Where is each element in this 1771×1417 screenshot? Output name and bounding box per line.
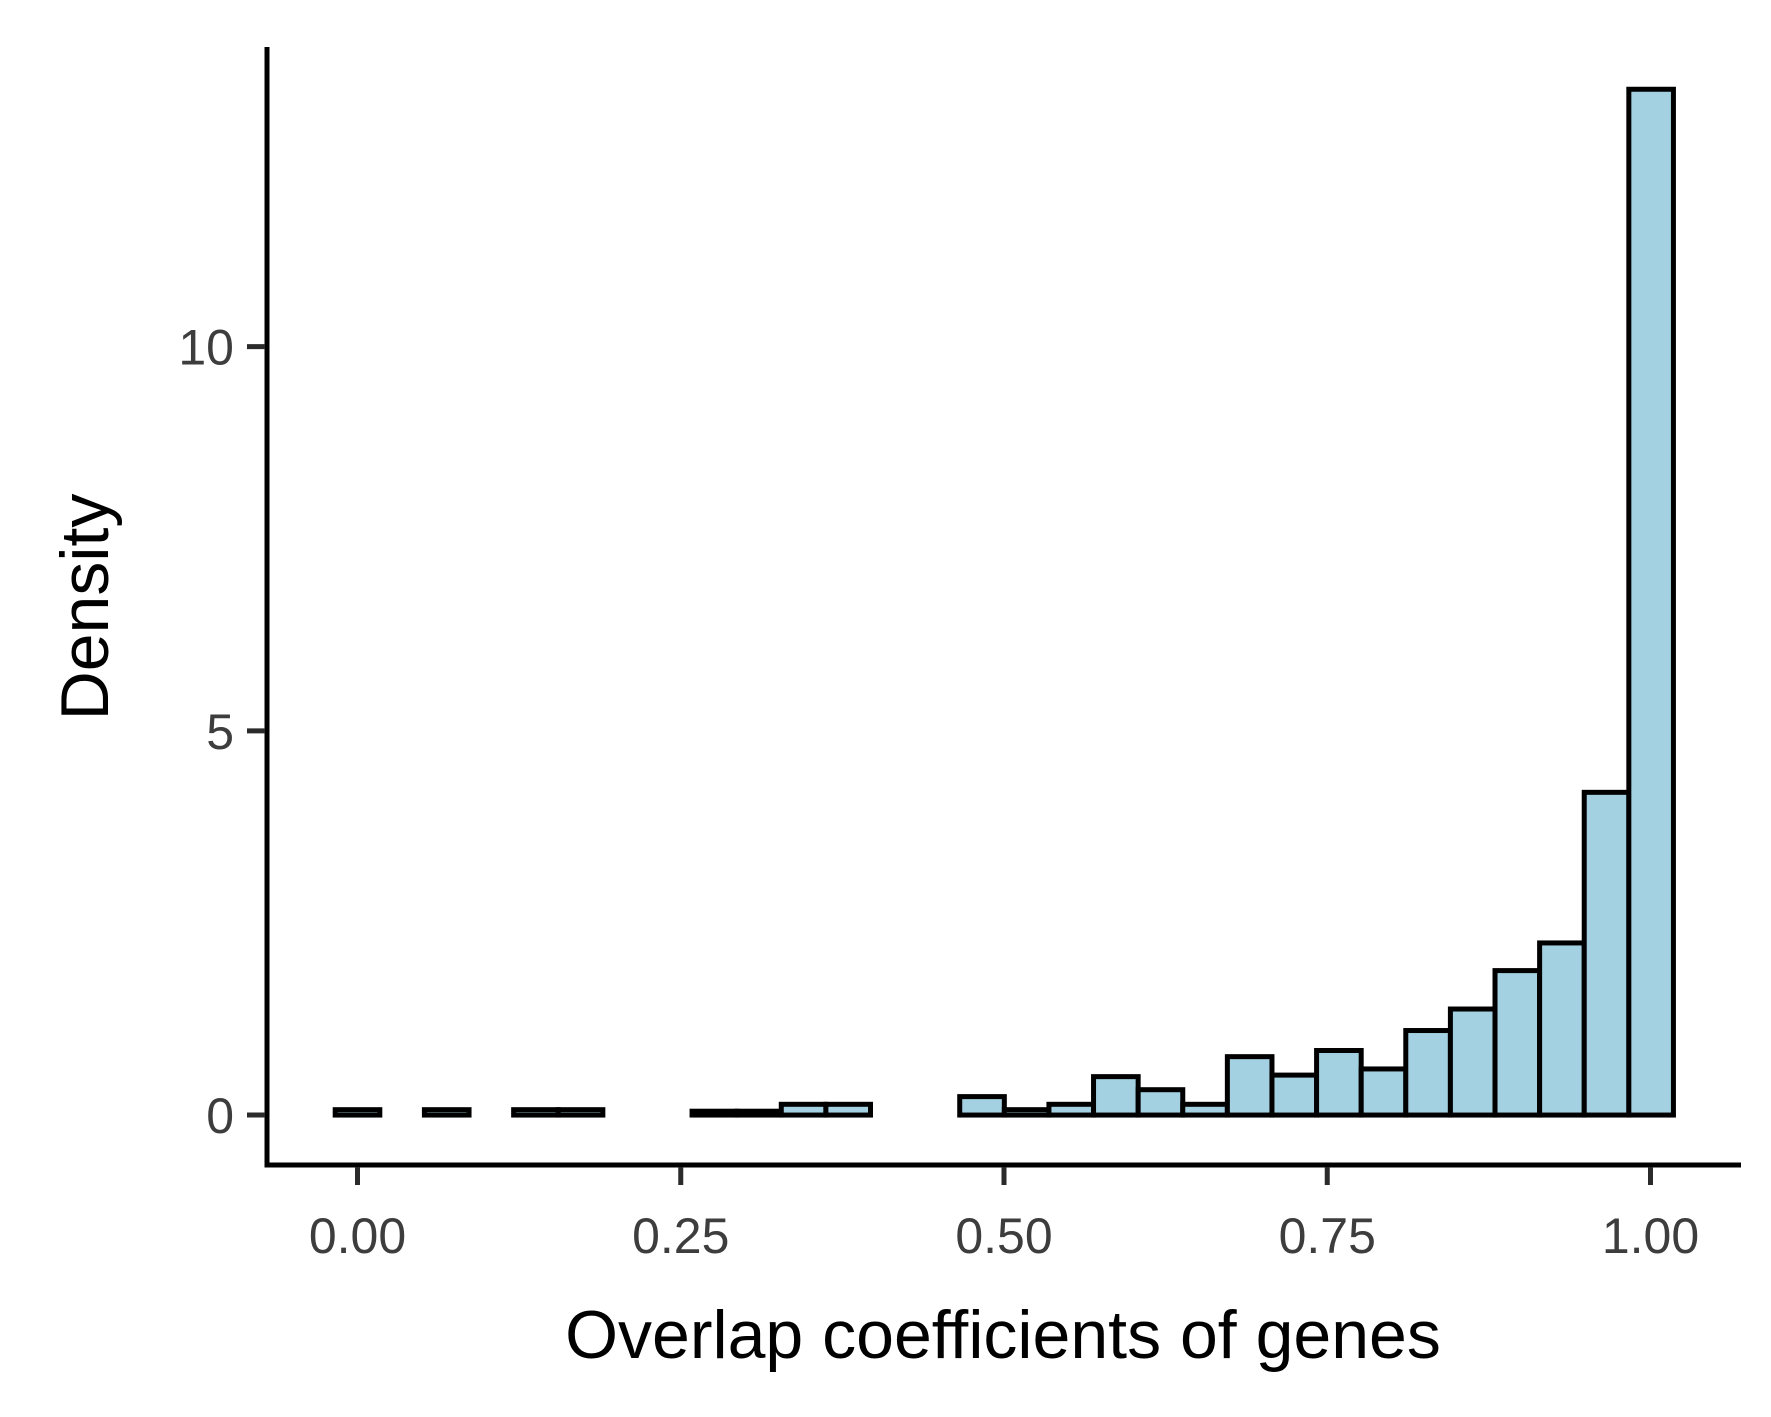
- y-tick-label: 5: [206, 704, 234, 760]
- histogram-bar: [1447, 1006, 1498, 1118]
- histogram-bar: [555, 1107, 606, 1118]
- histogram-bar: [689, 1108, 740, 1118]
- histogram-bar: [1269, 1072, 1320, 1118]
- histogram-bar: [511, 1107, 561, 1118]
- y-tick-label: 10: [178, 320, 234, 376]
- histogram-bar: [1626, 86, 1676, 1118]
- histogram-bar: [421, 1107, 472, 1118]
- histogram-bar: [1581, 789, 1632, 1118]
- y-axis-title: Density: [47, 494, 123, 721]
- x-tick-label: 0.25: [632, 1208, 729, 1264]
- histogram-bar: [957, 1094, 1007, 1118]
- histogram-bar: [1358, 1066, 1409, 1118]
- y-tick-label: 0: [206, 1088, 234, 1144]
- histogram-bar: [734, 1108, 784, 1118]
- histogram-bar: [1224, 1054, 1275, 1118]
- histogram-bar: [1091, 1074, 1141, 1118]
- histogram-bar: [823, 1101, 874, 1118]
- histogram-bar: [1537, 940, 1587, 1118]
- histogram-bar: [1492, 968, 1543, 1118]
- x-axis-ticks: 0.00 0.25 0.50 0.75 1.00: [309, 1167, 1699, 1264]
- histogram-bar: [332, 1107, 383, 1118]
- histogram-bars: [332, 86, 1676, 1118]
- x-axis-title: Overlap coefficients of genes: [565, 1297, 1441, 1373]
- histogram-bar: [1046, 1101, 1097, 1118]
- x-tick-label: 0.75: [1279, 1208, 1376, 1264]
- histogram-bar: [1403, 1028, 1453, 1118]
- histogram-bar: [1314, 1048, 1364, 1118]
- x-tick-label: 0.50: [955, 1208, 1052, 1264]
- histogram-bar: [1001, 1107, 1052, 1118]
- x-tick-label: 1.00: [1602, 1208, 1699, 1264]
- x-tick-label: 0.00: [309, 1208, 406, 1264]
- histogram-bar: [778, 1101, 829, 1118]
- y-axis-ticks: 0 5 10: [178, 320, 265, 1144]
- histogram-bar: [1180, 1101, 1230, 1118]
- histogram-bar: [1135, 1087, 1186, 1118]
